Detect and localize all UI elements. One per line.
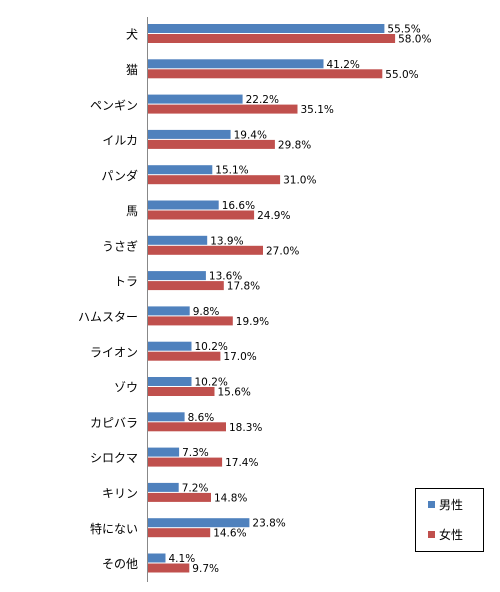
value-label-female: 35.1% [301, 104, 334, 116]
category-label: ゾウ [114, 381, 138, 395]
value-label-female: 15.6% [218, 387, 251, 399]
bar-female [148, 457, 223, 467]
value-label-male: 19.4% [234, 129, 267, 141]
bar-female [148, 245, 263, 255]
bar-female [148, 528, 211, 538]
legend-label-male: 男性 [439, 498, 463, 512]
bar-male [148, 412, 185, 422]
category-label: ペンギン [90, 98, 138, 112]
bar-female [148, 139, 275, 149]
value-label-female: 18.3% [229, 422, 262, 434]
value-label-male: 13.6% [209, 271, 242, 283]
value-label-female: 14.8% [214, 492, 247, 504]
bar-female [148, 351, 221, 361]
bar-male [148, 518, 250, 528]
category-label: 猫 [126, 63, 138, 77]
category-label: パンダ [101, 168, 138, 183]
value-label-male: 13.9% [210, 235, 243, 247]
category-label: ライオン [90, 345, 138, 359]
value-label-male: 16.6% [222, 200, 255, 212]
category-label: シロクマ [90, 451, 138, 465]
bar-male [148, 553, 166, 563]
bar-female [148, 422, 226, 432]
value-label-female: 19.9% [236, 316, 269, 328]
bar-female [148, 69, 383, 79]
bar-male [148, 341, 192, 351]
category-label: キリン [102, 487, 138, 501]
value-label-female: 24.9% [257, 210, 290, 222]
bar-male [148, 482, 179, 492]
bar-female [148, 281, 224, 291]
category-label: ハムスター [78, 310, 138, 324]
bar-female [148, 387, 215, 396]
bar-female [148, 316, 233, 326]
value-label-male: 7.2% [182, 482, 209, 494]
bar-male [148, 200, 219, 210]
value-label-male: 10.2% [195, 341, 228, 353]
bar-male [148, 165, 213, 175]
bar-male [148, 59, 324, 69]
value-label-male: 15.1% [215, 165, 248, 177]
legend-label-female: 女性 [439, 527, 463, 542]
category-label: カピバラ [90, 416, 138, 430]
value-label-female: 29.8% [278, 139, 311, 151]
value-label-male: 10.2% [195, 377, 228, 389]
bar-male [148, 271, 206, 281]
value-label-male: 55.5% [387, 24, 420, 36]
bar-male [148, 129, 231, 139]
value-label-female: 58.0% [398, 34, 431, 46]
bar-female [148, 34, 396, 43]
value-label-female: 31.0% [283, 175, 316, 187]
category-label: トラ [114, 275, 138, 289]
value-label-female: 27.0% [266, 245, 299, 257]
legend-swatch-female [428, 531, 435, 538]
value-label-male: 22.2% [246, 94, 279, 106]
bar-female [148, 175, 281, 185]
value-label-female: 17.4% [225, 457, 258, 469]
bar-female [148, 563, 190, 573]
legend: 男性 女性 [415, 488, 484, 552]
value-label-female: 55.0% [385, 69, 418, 81]
bar-male [148, 377, 192, 386]
bars-layer [148, 24, 396, 573]
value-label-male: 8.6% [188, 412, 215, 424]
category-label: 犬 [126, 28, 138, 42]
value-label-female: 9.7% [192, 563, 219, 575]
category-label: うさぎ [102, 239, 138, 253]
value-label-male: 9.8% [193, 306, 220, 318]
bar-male [148, 235, 208, 245]
category-label: 馬 [126, 204, 138, 218]
value-label-male: 23.8% [252, 518, 285, 530]
bar-female [148, 492, 211, 502]
bar-female [148, 210, 255, 220]
bar-male [148, 306, 190, 316]
legend-swatch-male [428, 501, 435, 508]
category-label: イルカ [102, 134, 138, 148]
value-label-male: 4.1% [169, 553, 196, 565]
bar-male [148, 94, 243, 104]
value-label-female: 14.6% [213, 528, 246, 540]
bar-female [148, 104, 298, 114]
category-label: 特にない [90, 521, 138, 536]
value-label-male: 7.3% [182, 447, 209, 459]
value-label-female: 17.8% [227, 281, 260, 293]
category-label: その他 [102, 557, 138, 571]
bar-male [148, 447, 180, 457]
value-label-male: 41.2% [327, 59, 360, 71]
legend-box [415, 488, 484, 552]
value-labels: 55.5%58.0% 41.2% 55.0% 22.2% 35.1% 19.4% 29.8%… [169, 24, 432, 576]
category-labels: 犬猫ペンギンイルカパンダ馬うさぎトラハムスターライオンゾウカピバラシロクマキリン… [78, 28, 138, 571]
value-label-female: 17.0% [223, 351, 256, 363]
bar-male [148, 24, 385, 33]
